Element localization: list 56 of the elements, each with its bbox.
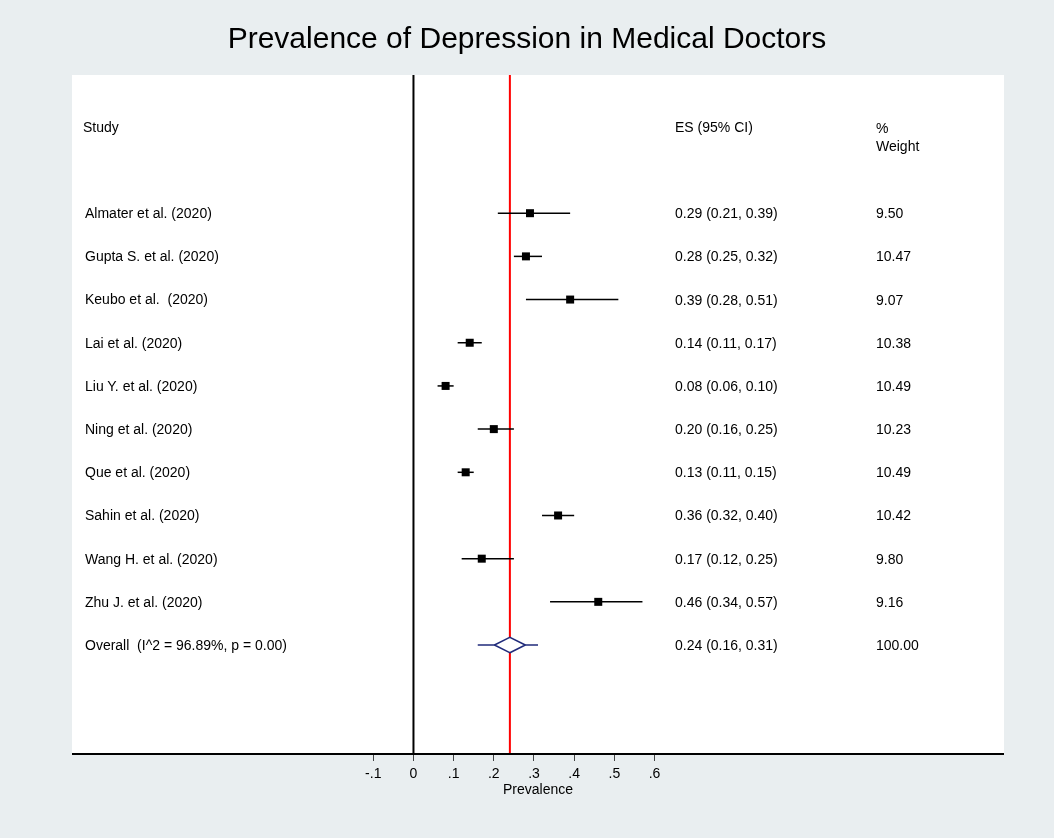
point [489, 425, 498, 434]
y-tick-label: Ning et al. (2020) [85, 421, 193, 438]
point [566, 295, 575, 304]
y-tick-label: Wang H. et al. (2020) [85, 550, 218, 567]
y-tick-label: Que et al. (2020) [85, 464, 191, 481]
text: % Weight [876, 120, 920, 155]
x-axis-title: Prevalence [502, 780, 574, 797]
point [525, 209, 534, 218]
annotation: 9.80 [876, 551, 904, 567]
annotation: 9.16 [876, 594, 904, 610]
x-tick-label: .1 [447, 764, 460, 781]
y-tick-label: Almater et al. (2020) [85, 205, 212, 222]
y-tick-label: Overall (I^2 = 96.89%, p = 0.00) [85, 636, 287, 653]
annotation: 0.36 (0.32, 0.40) [675, 507, 778, 523]
x-tick-label: -.1 [365, 764, 382, 781]
point [521, 252, 530, 261]
point [465, 338, 474, 347]
point [554, 511, 563, 520]
annotation: 0.29 (0.21, 0.39) [675, 205, 778, 221]
y-tick-label: Keubo et al. (2020) [85, 291, 208, 308]
annotation: 0.28 (0.25, 0.32) [675, 248, 778, 264]
y-tick-label: Gupta S. et al. (2020) [85, 248, 219, 265]
text: Study [83, 119, 119, 135]
annotation: 10.23 [876, 421, 912, 437]
annotation: 0.20 (0.16, 0.25) [675, 421, 778, 437]
chart-title: Prevalence of Depression in Medical Doctors [227, 21, 827, 55]
text: ES (95% CI) [675, 119, 753, 135]
annotation: 0.24 (0.16, 0.31) [675, 637, 778, 653]
x-tick-label: 0 [409, 764, 418, 781]
annotation: 10.42 [876, 507, 912, 523]
annotation: 0.46 (0.34, 0.57) [675, 594, 778, 610]
y-tick-label: Sahin et al. (2020) [85, 507, 200, 524]
annotation: 0.14 (0.11, 0.17) [675, 335, 777, 351]
y-tick-label: Zhu J. et al. (2020) [85, 593, 203, 610]
annotation: 9.50 [876, 205, 904, 221]
annotation: 10.49 [876, 464, 912, 480]
point [477, 554, 486, 563]
point [441, 381, 450, 390]
x-tick-label: .6 [648, 764, 661, 781]
x-tick-label: .4 [568, 764, 581, 781]
annotation: 10.47 [876, 248, 912, 264]
annotation: 0.13 (0.11, 0.15) [675, 464, 777, 480]
annotation: 100.00 [876, 637, 920, 653]
x-tick-label: .3 [528, 764, 541, 781]
annotation: 9.07 [876, 292, 904, 308]
annotation: 0.17 (0.12, 0.25) [675, 551, 778, 567]
x-tick-label: .5 [608, 764, 621, 781]
annotation: 10.49 [876, 378, 912, 394]
y-tick-label: Liu Y. et al. (2020) [85, 377, 198, 394]
point [461, 468, 470, 477]
y-tick-label: Lai et al. (2020) [85, 334, 183, 351]
point [594, 597, 603, 606]
annotation: 0.08 (0.06, 0.10) [675, 378, 778, 394]
x-tick-label: .2 [487, 764, 500, 781]
annotation: 0.39 (0.28, 0.51) [675, 292, 778, 308]
annotation: 10.38 [876, 335, 912, 351]
